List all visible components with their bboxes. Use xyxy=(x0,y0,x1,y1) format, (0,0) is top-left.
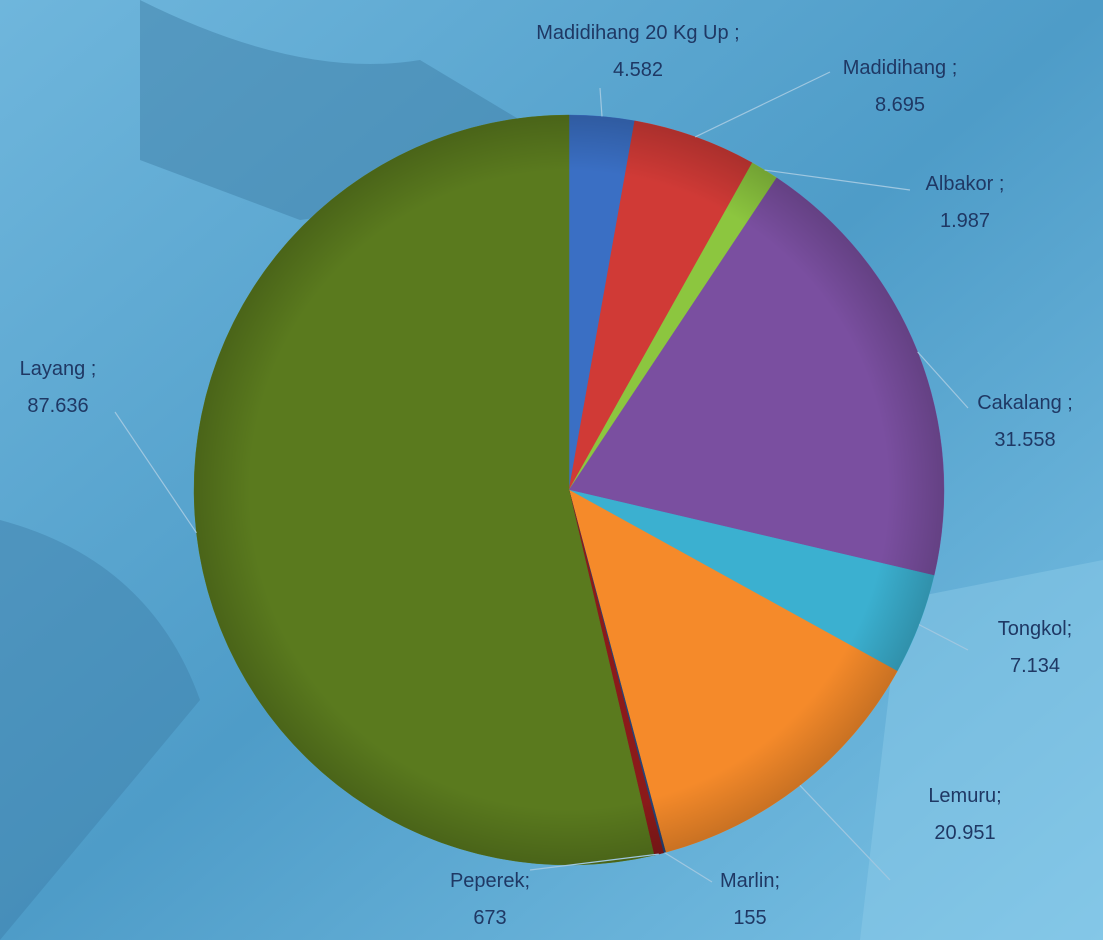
category-label: Tongkol; xyxy=(998,618,1073,640)
category-label: Albakor ; xyxy=(926,173,1005,195)
chart: Madidihang 20 Kg Up ; 4.582 Madidihang ; 8.… xyxy=(0,0,1103,940)
value-label: 31.558 xyxy=(994,429,1055,451)
value-label: 87.636 xyxy=(27,395,88,417)
category-label: Peperek; xyxy=(450,870,530,892)
value-label: 4.582 xyxy=(613,59,663,81)
page: {"chart_data": {"type": "pie", "categori… xyxy=(0,0,1103,940)
category-label: Layang ; xyxy=(20,358,97,380)
category-label: Cakalang ; xyxy=(977,392,1073,414)
pie-shade xyxy=(194,115,944,865)
value-label: 1.987 xyxy=(940,210,990,232)
value-label: 7.134 xyxy=(1010,655,1060,677)
category-label: Madidihang 20 Kg Up ; xyxy=(536,22,739,44)
category-label: Madidihang ; xyxy=(843,57,958,79)
value-label: 155 xyxy=(733,907,766,929)
value-label: 673 xyxy=(473,907,506,929)
category-label: Lemuru; xyxy=(928,785,1001,807)
category-label: Marlin; xyxy=(720,870,780,892)
value-label: 8.695 xyxy=(875,94,925,116)
value-label: 20.951 xyxy=(934,822,995,844)
pie xyxy=(194,115,944,865)
